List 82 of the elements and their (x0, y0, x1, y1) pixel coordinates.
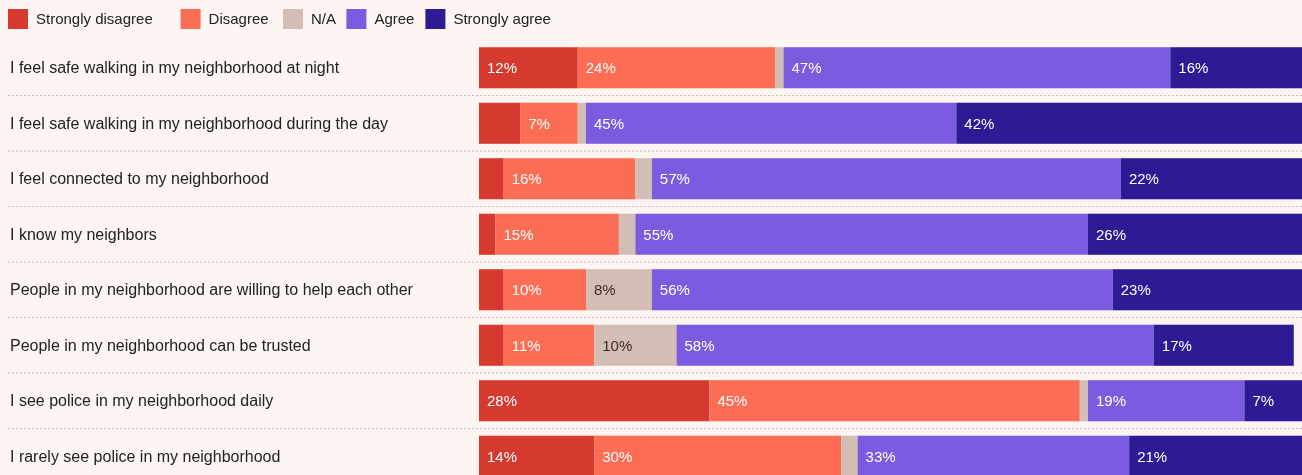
data-label: 8% (593, 281, 616, 298)
data-label: 7% (1252, 392, 1275, 409)
data-label: 17% (1161, 336, 1192, 354)
bar (1079, 380, 1089, 422)
data-label: 15% (503, 225, 534, 243)
bar (479, 102, 521, 144)
legend-label: Strongly disagree (36, 10, 153, 28)
bar (1120, 158, 1302, 200)
bar (479, 435, 595, 475)
bar (1244, 380, 1302, 422)
bar (1088, 213, 1302, 255)
bar (1088, 380, 1245, 422)
y-tick-label: I feel connected to my neighborhood (10, 170, 269, 188)
y-tick-label: People in my neighborhood can be trusted (10, 336, 311, 354)
y-tick-label: I rarely see police in my neighborhood (10, 447, 281, 465)
legend-label: N/A (311, 10, 337, 28)
y-tick-label: I know my neighbors (10, 225, 157, 243)
bar (1112, 269, 1302, 311)
data-label: 26% (1096, 225, 1127, 243)
bar (577, 47, 776, 89)
bar (585, 269, 652, 311)
data-label: 10% (602, 336, 633, 354)
y-tick-label: People in my neighborhood are willing to help each other (10, 281, 414, 299)
data-label: 28% (487, 392, 518, 409)
bar (783, 47, 1171, 89)
bar (479, 269, 504, 311)
legend-label: Strongly agree (453, 10, 551, 28)
bar (651, 158, 1121, 200)
data-label: 10% (511, 281, 542, 298)
data-label: 7% (528, 114, 550, 132)
bar (479, 158, 504, 200)
data-label: 22% (1128, 170, 1159, 187)
bar (1153, 324, 1294, 366)
bar (520, 102, 578, 144)
bar (956, 102, 1302, 144)
data-label: 42% (964, 114, 995, 132)
y-tick-label: I feel safe walking in my neighborhood at night (10, 59, 340, 77)
bar (479, 324, 504, 366)
bar (495, 213, 619, 255)
data-label: 16% (1178, 59, 1209, 76)
legend-label: Agree (374, 10, 415, 28)
data-label: 58% (684, 336, 715, 354)
bar (503, 158, 636, 200)
bar (594, 435, 842, 475)
data-label: 55% (643, 225, 674, 243)
data-label: 21% (1137, 447, 1168, 465)
bar (618, 213, 636, 255)
bar (479, 47, 578, 89)
bar (651, 269, 1113, 311)
data-label: 45% (593, 114, 625, 132)
bar (635, 158, 652, 200)
bar (585, 102, 957, 144)
bar (479, 380, 710, 422)
bar (841, 435, 858, 475)
bar (594, 324, 677, 366)
bar (635, 213, 1089, 255)
y-tick-label: I see police in my neighborhood daily (10, 392, 274, 410)
bar (676, 324, 1154, 366)
legend-label: Disagree (208, 10, 269, 28)
bar (479, 213, 496, 255)
data-label: 30% (602, 447, 633, 465)
data-label: 23% (1120, 281, 1151, 298)
bar (1170, 47, 1302, 89)
bar (857, 435, 1130, 475)
data-label: 47% (791, 59, 822, 76)
data-label: 11% (511, 336, 541, 354)
data-label: 56% (659, 281, 690, 298)
bar (1129, 435, 1302, 475)
data-label: 12% (487, 59, 518, 76)
bar (577, 102, 586, 144)
bar (775, 47, 784, 89)
data-label: 19% (1096, 392, 1127, 409)
data-label: 16% (511, 170, 542, 187)
bar (503, 269, 586, 311)
data-label: 14% (487, 447, 518, 465)
y-tick-label: I feel safe walking in my neighborhood during the day (10, 114, 389, 132)
bar (709, 380, 1080, 422)
data-label: 33% (865, 447, 896, 465)
data-label: 45% (717, 392, 748, 409)
bar (503, 324, 595, 366)
data-label: 57% (659, 170, 690, 187)
data-label: 24% (585, 59, 616, 76)
